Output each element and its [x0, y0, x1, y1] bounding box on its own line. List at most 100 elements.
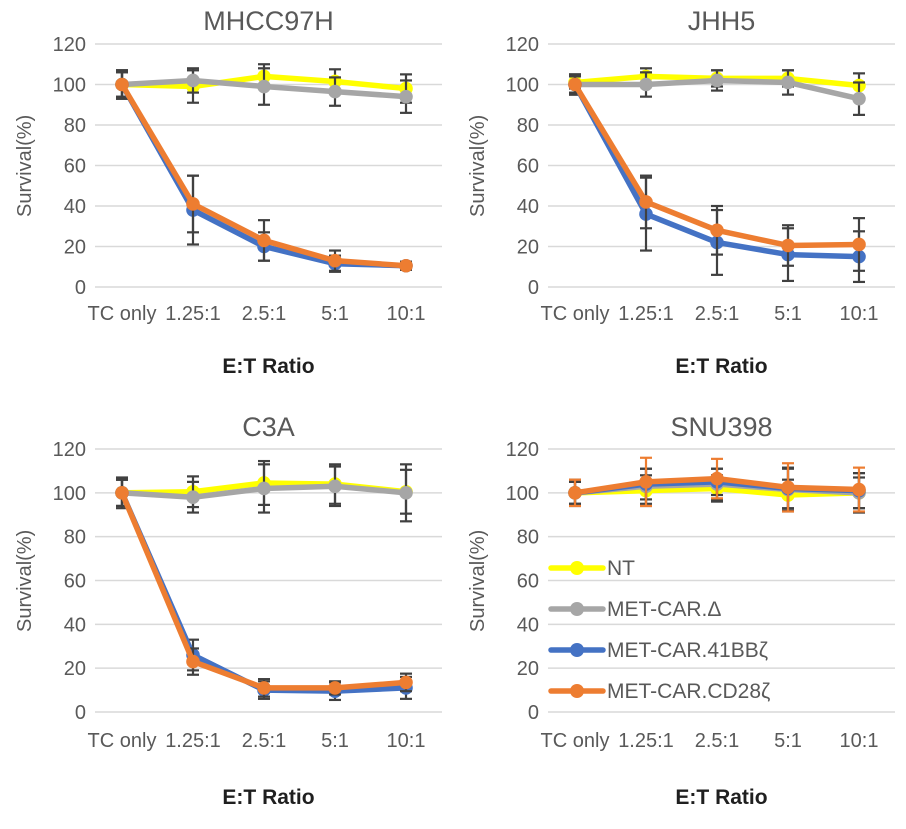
x-tick-10-1: 10:1 — [387, 303, 426, 325]
y-axis-label: Survival(%) — [14, 529, 36, 632]
y-tick-120: 120 — [506, 439, 539, 461]
series-met-car — [115, 67, 413, 114]
y-tick-60: 60 — [64, 156, 86, 178]
y-tick-60: 60 — [517, 156, 539, 178]
legend-item-met-car-cd28: MET-CAR.CD28ζ — [548, 680, 770, 703]
x-axis-label: E:T Ratio — [675, 355, 768, 378]
data-point-marker — [852, 91, 866, 106]
x-tick-tc-only: TC only — [88, 303, 157, 325]
data-point-marker — [710, 73, 724, 88]
data-point-marker — [639, 195, 653, 209]
data-point-marker — [186, 654, 200, 669]
c3a-line-chart: 120 100 80 60 40 20 0TC only 1.25:1 2.5:1 5:1 10:1 — [53, 439, 442, 752]
y-tick-60: 60 — [517, 571, 539, 593]
data-point-marker — [781, 480, 795, 495]
x-tick-5-1: 5:1 — [774, 303, 802, 325]
y-tick-40: 40 — [517, 614, 539, 636]
y-tick-60: 60 — [64, 571, 86, 593]
data-point-marker — [257, 79, 271, 94]
x-tick-tc-only: TC only — [88, 730, 157, 752]
x-tick-labels: TC only 1.25:1 2.5:1 5:1 10:1 — [88, 303, 426, 325]
series-met-car-cd28 — [115, 69, 413, 273]
x-axis-label: E:T Ratio — [222, 355, 315, 378]
data-point-marker — [186, 73, 200, 88]
y-tick-0: 0 — [528, 277, 539, 299]
chart-panel-snu398: 120 100 80 60 40 20 0 TC only 1.25:1 2.5:1 5:1 10:1… — [453, 395, 906, 829]
y-tick-20: 20 — [517, 237, 539, 259]
data-point-marker — [568, 77, 582, 92]
x-tick-labels: TC only 1.25:1 2.5:1 5:1 10:1 — [541, 730, 879, 752]
data-point-marker — [639, 475, 653, 489]
chart-panel-mhcc97h: 120 100 80 60 40 20 0 TC only 1.25:1 2.5:1 5:1 10:1… — [0, 0, 453, 395]
data-point-marker — [639, 77, 653, 92]
x-tick-10-1: 10:1 — [387, 730, 426, 752]
y-tick-40: 40 — [517, 196, 539, 218]
chart-title-jhh5: JHH5 — [687, 6, 756, 36]
legend-swatch-marker — [570, 684, 584, 698]
x-tick-5-1: 5:1 — [321, 303, 349, 325]
chart-title-c3a: C3A — [242, 412, 295, 442]
y-tick-80: 80 — [517, 527, 539, 549]
y-tick-100: 100 — [506, 483, 539, 505]
data-point-marker — [399, 89, 413, 104]
chart-title-mhcc97h: MHCC97H — [203, 6, 334, 36]
x-tick-10-1: 10:1 — [840, 730, 879, 752]
data-point-marker — [781, 238, 795, 253]
x-tick-1-25-1: 1.25:1 — [165, 730, 221, 752]
y-tick-120: 120 — [53, 439, 86, 461]
x-tick-1-25-1: 1.25:1 — [165, 303, 221, 325]
y-axis-label: Survival(%) — [14, 114, 36, 217]
mhcc97h-line-chart: 120 100 80 60 40 20 0TC only 1.25:1 2.5:1 5:1 10:1 — [53, 34, 442, 325]
data-point-marker — [399, 258, 413, 273]
legend-label: MET-CAR.Δ — [607, 598, 721, 621]
x-tick-5-1: 5:1 — [321, 730, 349, 752]
chart-panel-c3a: 120 100 80 60 40 20 0 TC only 1.25:1 2.5:1 5:1 10:1… — [0, 395, 453, 829]
y-tick-20: 20 — [517, 658, 539, 680]
x-axis-label: E:T Ratio — [675, 786, 768, 809]
series-met-car-cd28 — [568, 75, 866, 272]
y-tick-labels: 120 100 80 60 40 20 0 — [506, 439, 539, 724]
data-point-marker — [852, 482, 866, 497]
x-tick-1-25-1: 1.25:1 — [618, 303, 674, 325]
x-tick-tc-only: TC only — [541, 730, 610, 752]
series-met-car — [568, 69, 866, 116]
snu398-line-chart: 120 100 80 60 40 20 0TC only 1.25:1 2.5:1 5:1 10:1… — [506, 439, 895, 752]
legend-swatch-marker — [570, 643, 584, 657]
legend-label: MET-CAR.CD28ζ — [607, 680, 770, 703]
legend-item-met-car-41bb: MET-CAR.41BBζ — [548, 639, 768, 662]
legend-label: MET-CAR.41BBζ — [607, 639, 768, 662]
data-point-marker — [115, 486, 129, 500]
y-tick-100: 100 — [53, 75, 86, 97]
data-point-marker — [257, 233, 271, 248]
jhh5-line-chart: 120 100 80 60 40 20 0TC only 1.25:1 2.5:1 5:1 10:1 — [506, 34, 895, 325]
chart-title-snu398: SNU398 — [670, 412, 773, 442]
y-tick-120: 120 — [53, 34, 86, 56]
y-tick-100: 100 — [53, 483, 86, 505]
y-tick-0: 0 — [75, 702, 86, 724]
legend-item-nt: NT — [548, 557, 635, 580]
data-point-marker — [186, 490, 200, 505]
x-axis-label: E:T Ratio — [222, 786, 315, 809]
y-tick-120: 120 — [506, 34, 539, 56]
y-tick-0: 0 — [528, 702, 539, 724]
y-tick-labels: 120 100 80 60 40 20 0 — [53, 439, 86, 724]
series-met-car-cd28 — [568, 456, 866, 513]
data-point-marker — [710, 471, 724, 486]
legend-item-met-car: MET-CAR.Δ — [548, 598, 721, 621]
x-tick-2-5-1: 2.5:1 — [695, 730, 739, 752]
y-tick-80: 80 — [64, 115, 86, 137]
legend-swatch-marker — [570, 561, 584, 575]
y-tick-0: 0 — [75, 277, 86, 299]
x-tick-tc-only: TC only — [541, 303, 610, 325]
legend: NT MET-CAR.Δ MET-CAR.41BBζ MET-CAR.CD28ζ — [548, 557, 770, 703]
x-tick-5-1: 5:1 — [774, 730, 802, 752]
y-tick-20: 20 — [64, 658, 86, 680]
x-tick-labels: TC only 1.25:1 2.5:1 5:1 10:1 — [541, 303, 879, 325]
chart-panel-jhh5: 120 100 80 60 40 20 0 TC only 1.25:1 2.5:1 5:1 10:1… — [453, 0, 906, 395]
y-tick-80: 80 — [64, 527, 86, 549]
x-tick-2-5-1: 2.5:1 — [242, 303, 286, 325]
data-point-marker — [328, 681, 342, 695]
error-bars — [569, 456, 865, 513]
data-point-marker — [115, 77, 129, 92]
